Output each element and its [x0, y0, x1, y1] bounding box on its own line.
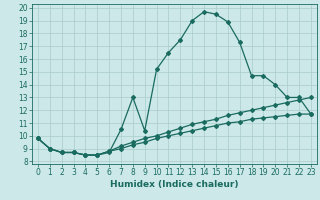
X-axis label: Humidex (Indice chaleur): Humidex (Indice chaleur) [110, 180, 239, 189]
